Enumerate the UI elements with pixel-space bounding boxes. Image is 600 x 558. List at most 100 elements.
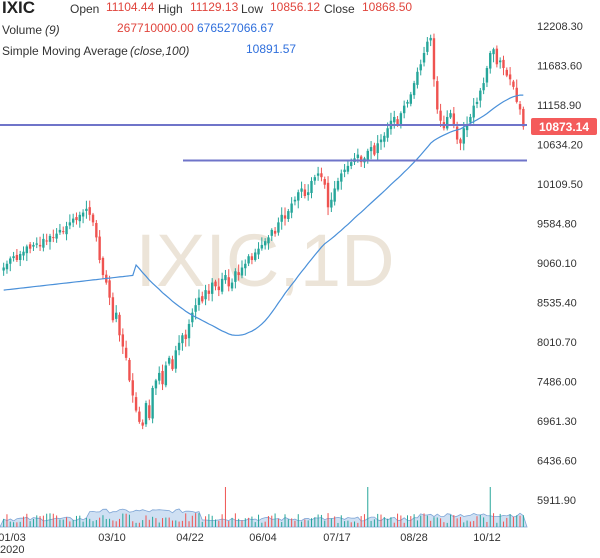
candle bbox=[184, 329, 187, 347]
last-price-badge: 10873.14 bbox=[531, 118, 597, 135]
candle bbox=[55, 228, 58, 243]
candle bbox=[316, 166, 320, 181]
svg-text:Volume: Volume bbox=[2, 23, 42, 37]
candle bbox=[138, 406, 141, 424]
candle bbox=[485, 65, 489, 88]
candle bbox=[306, 184, 310, 201]
candle bbox=[81, 209, 85, 224]
candle bbox=[134, 392, 138, 413]
candle bbox=[19, 250, 22, 267]
candle bbox=[518, 101, 522, 115]
y-tick-label: 8535.40 bbox=[537, 298, 577, 310]
candle bbox=[28, 241, 32, 254]
candle bbox=[416, 67, 419, 89]
candle bbox=[369, 141, 373, 160]
x-year-label: 2020 bbox=[0, 544, 24, 556]
candle bbox=[402, 100, 406, 119]
candle bbox=[439, 103, 442, 127]
candle bbox=[124, 340, 128, 361]
candle bbox=[22, 246, 25, 261]
y-tick-label: 5911.90 bbox=[537, 495, 576, 507]
candle bbox=[492, 47, 495, 63]
x-tick-label: 04/22 bbox=[176, 532, 204, 544]
candle bbox=[283, 207, 287, 226]
candle bbox=[217, 278, 221, 297]
candle bbox=[442, 115, 446, 131]
candle bbox=[412, 80, 416, 99]
candle bbox=[164, 361, 168, 388]
candle bbox=[144, 400, 148, 427]
candles bbox=[2, 33, 525, 430]
candle bbox=[254, 248, 257, 262]
candle bbox=[45, 233, 48, 246]
candle bbox=[409, 91, 413, 107]
candle bbox=[91, 212, 95, 227]
candle bbox=[15, 249, 19, 263]
candle bbox=[158, 366, 161, 385]
candle bbox=[376, 135, 379, 161]
x-tick-label: 10/12 bbox=[473, 532, 501, 544]
candle bbox=[101, 256, 105, 279]
x-tick-label: 03/10 bbox=[98, 532, 126, 544]
candle bbox=[479, 87, 482, 108]
candle bbox=[181, 332, 184, 351]
candle bbox=[207, 284, 211, 301]
candle bbox=[204, 284, 207, 306]
candle bbox=[446, 110, 449, 131]
candle bbox=[320, 167, 323, 182]
candle bbox=[154, 378, 158, 395]
candle bbox=[389, 112, 393, 135]
x-tick-label: 07/17 bbox=[323, 532, 351, 544]
candle bbox=[35, 237, 38, 249]
candle bbox=[303, 184, 307, 199]
candle bbox=[227, 269, 230, 292]
candle bbox=[515, 79, 518, 104]
svg-text:(close,100): (close,100) bbox=[130, 44, 189, 58]
candle bbox=[111, 292, 115, 323]
candle bbox=[244, 259, 247, 276]
candle bbox=[161, 364, 164, 391]
y-axis: 12208.30 11683.60 11158.90 10634.20 10109.50… bbox=[537, 21, 583, 507]
x-tick-label: 01/03 bbox=[0, 532, 26, 544]
candle bbox=[426, 37, 429, 56]
candle bbox=[174, 345, 177, 373]
candle bbox=[78, 211, 81, 228]
candle bbox=[128, 357, 131, 383]
candle bbox=[310, 177, 313, 199]
svg-text:(9): (9) bbox=[45, 23, 60, 37]
candle bbox=[151, 385, 154, 424]
candle bbox=[489, 50, 492, 74]
candle bbox=[71, 213, 75, 228]
svg-text:11129.13: 11129.13 bbox=[190, 0, 239, 14]
symbol-label: IXIC bbox=[2, 0, 35, 17]
candle bbox=[432, 33, 436, 87]
candle bbox=[353, 153, 356, 165]
x-tick-label: 08/28 bbox=[400, 532, 428, 544]
candle bbox=[240, 260, 244, 279]
svg-text:Close: Close bbox=[324, 2, 355, 16]
candle bbox=[267, 235, 270, 250]
candle bbox=[429, 34, 432, 47]
svg-text:11104.44: 11104.44 bbox=[106, 0, 155, 14]
candle bbox=[121, 328, 125, 354]
y-tick-label: 8010.70 bbox=[537, 337, 577, 349]
candle bbox=[167, 355, 171, 366]
candle bbox=[498, 57, 502, 69]
y-tick-label: 7486.00 bbox=[537, 377, 577, 389]
candle bbox=[472, 98, 475, 124]
y-tick-label: 11683.60 bbox=[537, 61, 582, 73]
candle bbox=[505, 67, 508, 78]
candle bbox=[191, 308, 194, 328]
candle bbox=[422, 46, 426, 67]
candle bbox=[88, 200, 91, 221]
candle bbox=[482, 77, 485, 95]
candle bbox=[148, 399, 151, 421]
svg-text:676527066.67: 676527066.67 bbox=[197, 21, 274, 35]
candle bbox=[58, 223, 62, 235]
candle bbox=[323, 176, 326, 189]
candle bbox=[12, 251, 15, 262]
candle bbox=[383, 132, 386, 148]
candle bbox=[257, 242, 260, 260]
candle bbox=[177, 335, 181, 356]
